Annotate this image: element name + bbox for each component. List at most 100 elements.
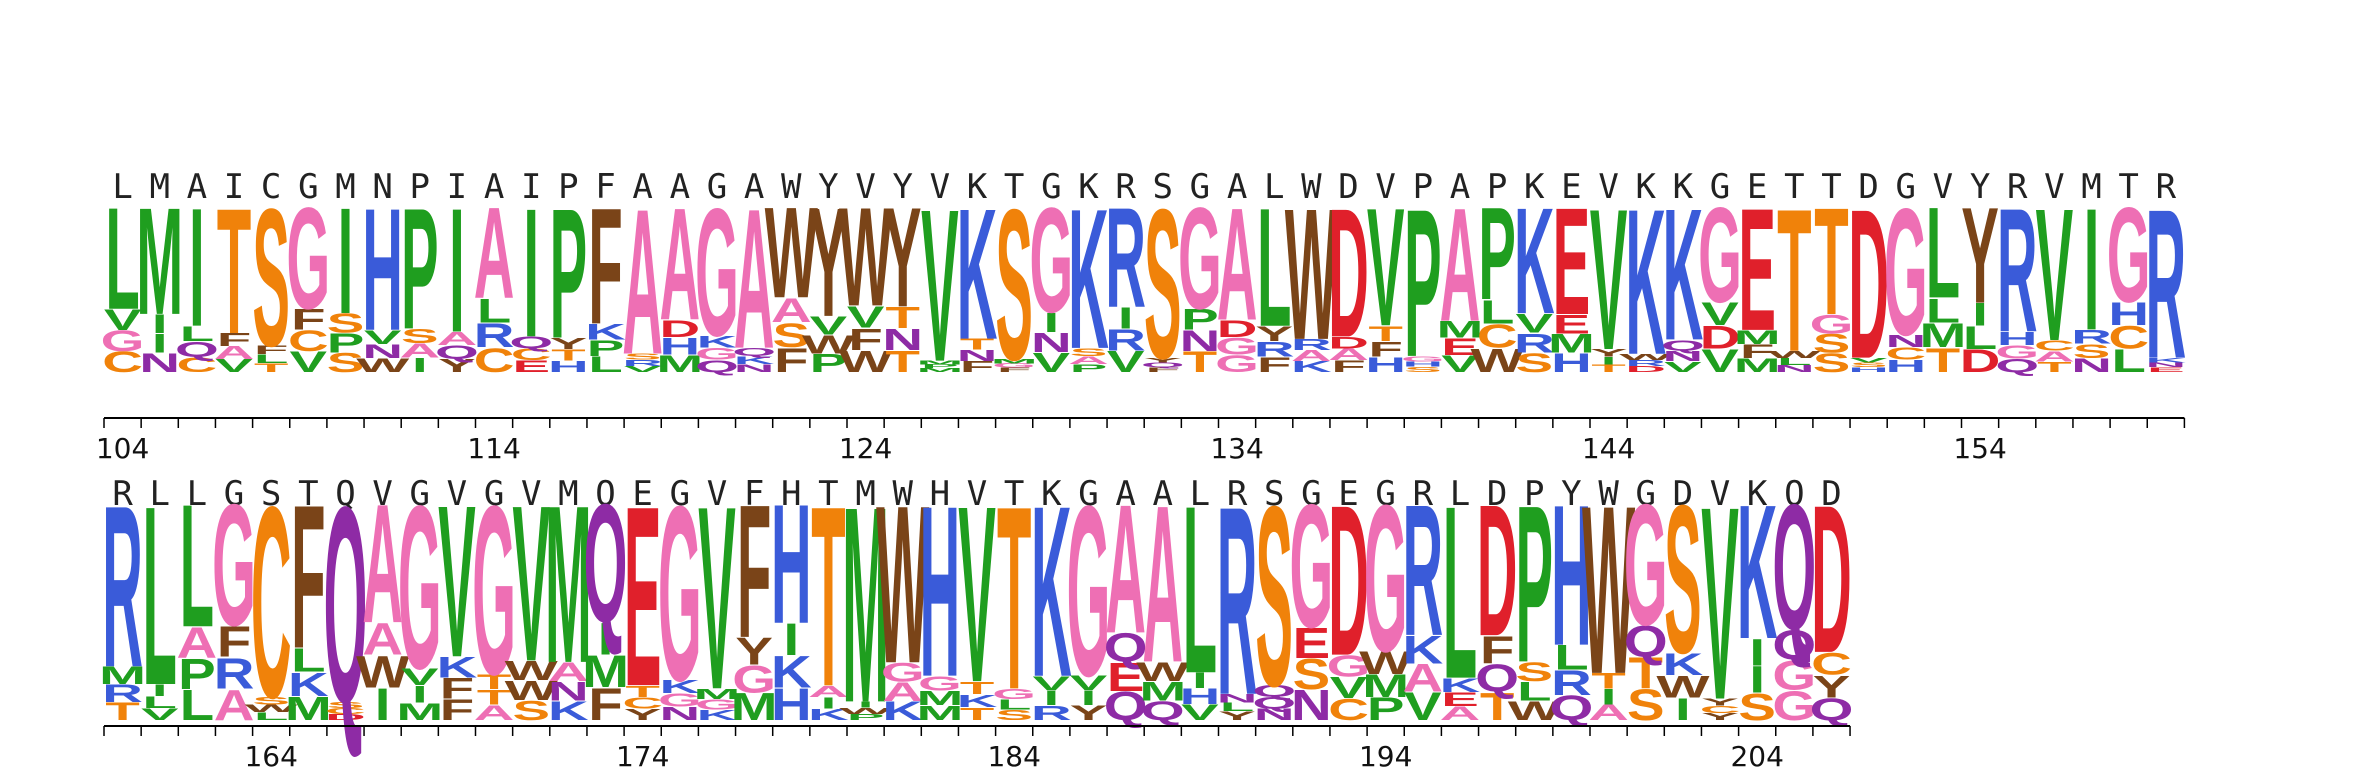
logo-residue-small: L [1220, 700, 1254, 714]
consensus-residue: Y [1561, 474, 1581, 514]
logo-residue: H [920, 455, 961, 728]
logo-residue-small: M [1734, 326, 1781, 348]
consensus-residue: G [1041, 167, 1061, 207]
logo-residue-small: G [1772, 682, 1816, 729]
consensus-residue: G [1078, 474, 1098, 514]
logo-residue-small: P [587, 336, 625, 361]
logo-residue-small: S [1738, 687, 1776, 729]
logo-residue-small: W [839, 344, 892, 379]
logo-residue-small: D [659, 315, 700, 342]
logo-column: WLS P [1508, 458, 1562, 726]
logo-residue: S [1664, 461, 1702, 697]
logo-residue-small: I [783, 615, 799, 665]
consensus-residue: E [1561, 167, 1581, 207]
consensus-residue: A [632, 167, 652, 207]
logo-residue: A [734, 168, 775, 391]
logo-residue-small: M [694, 686, 741, 702]
consensus-residue: Y [892, 167, 912, 207]
logo-residue: I [338, 178, 354, 346]
logo-residue-small: P [1070, 362, 1108, 375]
consensus-residue: A [744, 167, 764, 207]
logo-column: FQY S [1141, 166, 1185, 404]
logo-residue-small: M [991, 358, 1038, 365]
logo-residue: R [1217, 451, 1258, 751]
consensus-residue: R [1413, 474, 1434, 514]
logo-residue-small: K [548, 696, 589, 726]
logo-residue-small: V [1181, 700, 1219, 725]
consensus-residue: R [2156, 167, 2177, 207]
logo-column: DRW K [1619, 167, 1672, 399]
logo-residue-small: Y [1070, 701, 1108, 724]
logo-residue-small: T [960, 678, 995, 698]
consensus-residue: Q [335, 474, 355, 514]
consensus-residue: Q [1784, 474, 1804, 514]
consensus-residue: A [1153, 474, 1173, 514]
logo-residue-small: H [1848, 366, 1889, 373]
logo-residue-small: K [771, 647, 812, 697]
logo-residue: G [2107, 179, 2151, 330]
logo-residue-small: L [588, 352, 622, 377]
logo-residue-small: T [254, 361, 289, 375]
logo-residue-small: V [1070, 671, 1108, 694]
logo-residue-small: A [548, 657, 589, 687]
logo-column: QMW A [1136, 458, 1189, 726]
consensus-residue: L [149, 474, 169, 514]
logo-residue: R [1402, 467, 1443, 676]
logo-residue-small: C [1700, 704, 1741, 715]
logo-residue: G [1067, 456, 1111, 727]
logo-residue-small: W [505, 656, 558, 687]
logo-residue-small: I [152, 329, 168, 359]
logo-residue: L [180, 467, 214, 664]
logo-column: ECQ I [509, 170, 553, 376]
logo-residue: K [1514, 178, 1555, 346]
logo-residue: F [291, 462, 325, 691]
logo-residue: G [472, 457, 516, 726]
position-label: 154 [1953, 432, 2006, 465]
logo-residue-small: M [916, 367, 963, 373]
logo-residue: G [286, 179, 330, 340]
logo-residue-small: K [808, 706, 849, 724]
logo-residue-small: E [1293, 619, 1331, 667]
consensus-residue: C [261, 167, 281, 207]
logo-residue-small: N [1031, 327, 1072, 358]
logo-residue-small: F [440, 693, 474, 727]
logo-residue-small: H [1180, 684, 1221, 709]
logo-residue-small: L [997, 696, 1031, 712]
logo-residue-small: I [1192, 668, 1208, 693]
logo-residue-small: K [1403, 628, 1444, 672]
logo-residue: T [811, 453, 845, 740]
consensus-residue: Y [818, 167, 838, 207]
logo-residue: G [1029, 177, 1073, 344]
logo-residue-small: Y [1701, 711, 1739, 722]
logo-residue: V [698, 453, 736, 745]
consensus-residue: G [1635, 474, 1655, 514]
logo-residue-small: C [2034, 337, 2075, 354]
logo-residue-small: F [960, 358, 994, 375]
consensus-residue: P [1487, 167, 1507, 207]
logo-residue: K [1663, 170, 1704, 380]
logo-residue-small: Q [1624, 616, 1668, 666]
logo-column: PAS K [1068, 168, 1109, 391]
logo-residue-small: K [660, 676, 701, 697]
logo-residue-small: G [1327, 649, 1371, 683]
logo-residue: V [1590, 168, 1628, 393]
logo-column: NQQ S [1252, 454, 1296, 740]
logo-residue: S [1144, 166, 1182, 404]
logo-residue: R [102, 457, 143, 715]
logo-residue-small: W [505, 676, 558, 707]
logo-residue-small: W [1508, 696, 1562, 726]
logo-residue-small: M [1734, 354, 1781, 376]
logo-residue-small: T [1480, 685, 1515, 729]
logo-residue-small: Y [735, 630, 773, 673]
logo-residue-small: I [152, 309, 168, 339]
logo-residue-small: A [1328, 345, 1369, 364]
logo-residue-small: V [364, 326, 402, 348]
